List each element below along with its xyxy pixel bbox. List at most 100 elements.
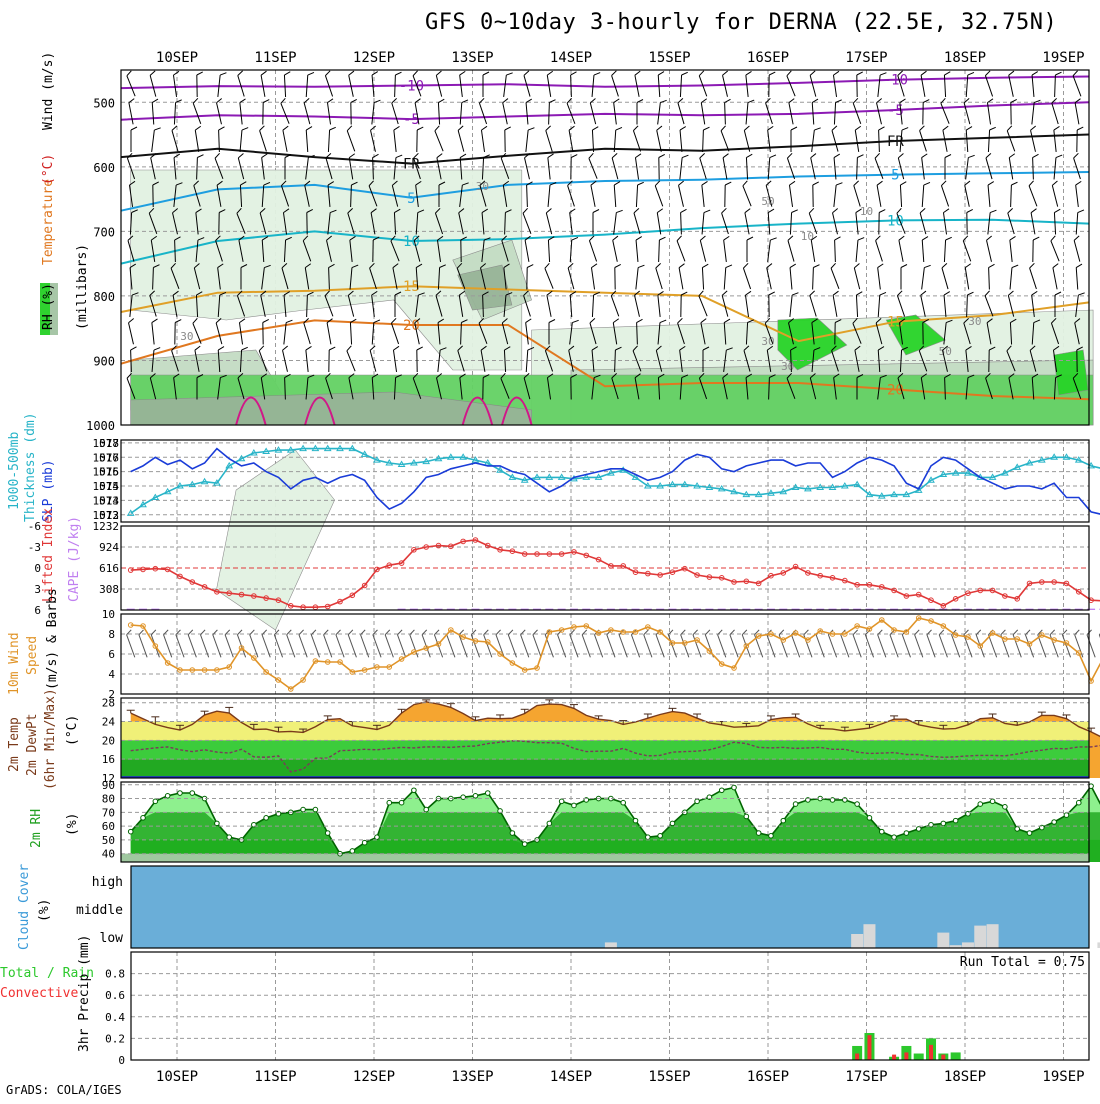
barb-flag — [1050, 236, 1057, 241]
barb-staff — [941, 103, 949, 123]
barb-staff — [392, 103, 398, 124]
wind-barb — [612, 236, 623, 262]
barb-staff — [524, 75, 530, 96]
barb-flag — [813, 265, 819, 268]
barb-staff — [1010, 268, 1012, 290]
cloud-bar — [851, 934, 863, 948]
barb-flag — [1029, 263, 1036, 268]
series-point — [485, 791, 490, 796]
barb-staff — [790, 295, 792, 317]
series-point — [990, 799, 995, 804]
dew-band — [121, 759, 1089, 778]
series-point — [559, 799, 564, 804]
barb-flag — [633, 208, 640, 213]
wind-barb — [658, 72, 666, 97]
series-point — [695, 799, 700, 804]
wind-barb — [919, 208, 931, 234]
barb-flag — [769, 72, 775, 75]
barb-staff — [679, 268, 683, 290]
barb-flag — [525, 319, 531, 323]
wind-barb — [680, 72, 687, 97]
barb-staff — [724, 240, 727, 262]
barb-staff — [789, 185, 792, 207]
barb-staff — [548, 158, 550, 180]
barb-flag — [369, 346, 376, 350]
barb-flag — [919, 208, 926, 212]
top-day-label: 18SEP — [944, 50, 986, 66]
barb-staff — [547, 295, 551, 317]
thickness-axis-label: 1000-500mb — [7, 432, 22, 510]
wind-barb — [1073, 153, 1086, 179]
slp-tick-label: 1018 — [93, 437, 120, 450]
barb-flag — [128, 319, 135, 323]
barb-staff — [1030, 268, 1037, 289]
barb-staff — [526, 130, 528, 152]
barb-staff — [504, 75, 507, 97]
series-point — [633, 818, 638, 823]
barb-flag — [921, 154, 927, 158]
series-point — [658, 833, 663, 838]
barb-flag — [349, 154, 355, 158]
series-point — [756, 831, 761, 836]
series-point — [879, 829, 884, 834]
barb-flag — [656, 126, 662, 130]
chart-title: GFS 0~10day 3-hourly for DERNA (22.5E, 3… — [425, 10, 1057, 35]
rh-contour-label: 10 — [801, 230, 814, 243]
barb-staff — [854, 185, 860, 206]
barb-flag — [792, 292, 798, 296]
barb-staff — [746, 103, 748, 125]
isotherm-label: 10 — [887, 213, 904, 229]
wind-barb — [546, 291, 557, 317]
precip-convective-bar — [855, 1054, 859, 1060]
barb-flag — [258, 346, 265, 351]
wind-barb — [636, 182, 643, 207]
wind-barb — [962, 236, 976, 262]
barb-flag — [572, 237, 578, 240]
slp-tick-label: 1015 — [93, 480, 120, 493]
top-day-label: 17SEP — [845, 50, 887, 66]
barb-flag — [660, 320, 666, 324]
lifted-tick-label: 3 — [34, 583, 41, 596]
barb-staff — [306, 350, 308, 372]
barb-staff — [438, 103, 439, 125]
wind-barb — [922, 182, 930, 207]
wind-barb — [901, 265, 907, 290]
barb-staff — [372, 323, 374, 345]
barb-flag — [855, 126, 861, 130]
barb-flag — [835, 237, 841, 240]
barb-flag — [195, 126, 201, 130]
barb-staff — [988, 185, 990, 207]
barb-flag — [946, 237, 952, 240]
wind-barb — [591, 264, 600, 290]
cloud-bar — [974, 926, 986, 948]
wind-barb — [681, 209, 688, 234]
barb-flag — [571, 155, 577, 158]
precip-convective-bar — [892, 1055, 896, 1060]
series-point — [769, 833, 774, 838]
barb-staff — [963, 241, 971, 262]
barb-flag — [638, 265, 644, 269]
series-point — [227, 835, 232, 840]
barb-staff — [700, 240, 705, 261]
barb-flag — [374, 100, 380, 104]
barb-flag — [394, 126, 400, 130]
barb-flag — [786, 71, 793, 76]
series-point — [399, 800, 404, 805]
barb-flag — [901, 265, 907, 268]
barb-flag — [944, 72, 950, 75]
barb-staff — [702, 185, 704, 207]
wind-barb — [723, 236, 732, 262]
barb-flag — [945, 155, 951, 158]
barb-staff — [853, 103, 861, 124]
barb-staff — [150, 75, 156, 96]
barb-flag — [614, 182, 620, 185]
barb-flag — [857, 155, 863, 158]
wind-barb — [1052, 264, 1063, 290]
wind-barb — [522, 208, 537, 233]
temp-tick-label: 24 — [102, 716, 116, 729]
series-point — [1015, 827, 1020, 832]
bottom-day-label: 11SEP — [254, 1069, 296, 1085]
wind-barb — [632, 126, 646, 152]
barb-staff — [876, 241, 883, 262]
barb-flag — [836, 182, 842, 186]
